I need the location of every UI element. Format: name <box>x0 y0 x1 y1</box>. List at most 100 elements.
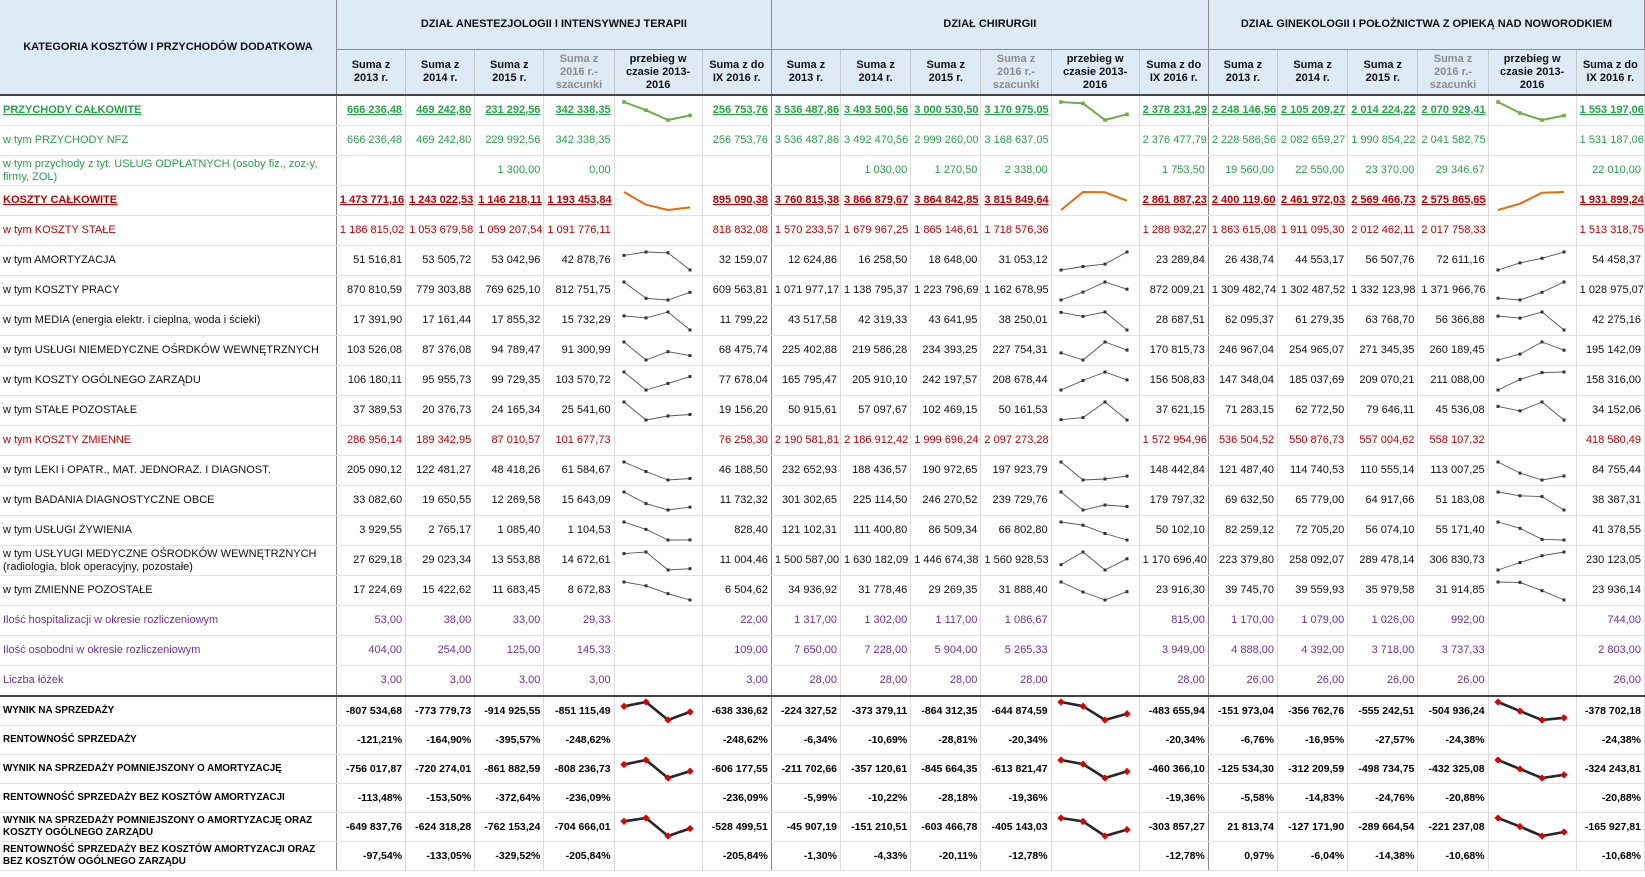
sparkline-series <box>1497 100 1564 121</box>
value-cell: 209 070,21 <box>1347 365 1419 396</box>
trend-sparkline <box>622 550 692 571</box>
value-cell: 3 929,55 <box>336 515 407 546</box>
trend-sparkline <box>1493 756 1568 782</box>
value-cell: 1 473 771,16 <box>336 185 407 216</box>
sparkline-point <box>1496 404 1500 408</box>
sparkline-point <box>644 550 648 553</box>
value-cell: 56 074,10 <box>1347 515 1419 546</box>
value-cell: 46 188,50 <box>702 455 772 486</box>
table-row: w tym BADANIA DIAGNOSTYCZNE OBCE 33 082,6… <box>0 485 1645 516</box>
value-cell: 815,00 <box>1139 605 1209 636</box>
value-cell: 1 086,67 <box>980 605 1052 636</box>
value-cell: 62 095,37 <box>1208 305 1279 336</box>
value-cell: 103 526,08 <box>336 335 407 366</box>
value-cell: 27 629,18 <box>336 545 407 576</box>
value-cell: 1 193 453,84 <box>543 185 615 216</box>
value-cell: -861 882,59 <box>474 754 545 784</box>
table-row: w tym KOSZTY PRACY 870 810,59 779 303,88 76… <box>0 275 1645 306</box>
year-column-header: Suma z 2015 r. <box>1347 49 1419 96</box>
value-cell: -164,90% <box>405 725 476 755</box>
sparkline-point <box>1103 531 1107 535</box>
row-label: w tym KOSZTY ZMIENNE <box>0 425 337 456</box>
sparkline-point <box>619 702 628 710</box>
sparkline-series <box>1497 551 1564 570</box>
value-cell: 6 504,62 <box>702 575 772 606</box>
row-label: RENTOWNOŚĆ SPRZEDAŻY BEZ KOSZTÓW AMORTYZ… <box>0 783 337 813</box>
sparkline-point <box>1539 117 1544 122</box>
value-cell: 64 917,66 <box>1347 485 1419 516</box>
sparkline-point <box>1081 378 1085 382</box>
value-cell: 205 910,10 <box>840 365 912 396</box>
sparkline-point <box>1559 714 1568 722</box>
sparkline-point <box>1515 707 1524 715</box>
sparkline-point <box>1493 814 1502 822</box>
value-cell: 812 751,75 <box>543 275 615 306</box>
trend-sparkline <box>1496 400 1566 421</box>
trend-column-header: przebieg w czasie 2013-2016 <box>1051 49 1140 96</box>
trend-sparkline <box>1056 756 1131 782</box>
value-cell: -373 379,11 <box>840 695 912 726</box>
sparkline-series <box>623 551 690 570</box>
sparkline-series <box>623 758 690 780</box>
value-cell: 1 026,00 <box>1347 605 1419 636</box>
trend-sparkline <box>1493 698 1568 724</box>
year-column-header: Suma z 2014 r. <box>405 49 476 96</box>
value-cell: 2 186 912,42 <box>840 425 912 456</box>
value-cell: 3,00 <box>336 665 407 697</box>
sparkline-point <box>1081 508 1085 511</box>
sparkline-point <box>1056 756 1065 764</box>
value-cell: 872 009,21 <box>1139 275 1209 306</box>
sparkline-point <box>1059 388 1063 391</box>
trend-cell <box>1488 125 1577 156</box>
trend-sparkline <box>1056 698 1131 724</box>
value-cell: 1 500 587,00 <box>771 545 842 576</box>
sparkline-point <box>1080 101 1085 105</box>
sparkline-point <box>1540 370 1544 374</box>
value-cell: -808 236,73 <box>543 754 615 784</box>
trend-sparkline <box>619 698 694 724</box>
trend-sparkline <box>1059 310 1129 331</box>
sparkline-point <box>1122 825 1131 834</box>
value-cell: 3 170 975,05 <box>980 95 1052 126</box>
value-cell: 28,00 <box>1139 665 1209 697</box>
value-cell: -27,57% <box>1347 725 1419 755</box>
value-cell: -303 857,27 <box>1139 812 1209 842</box>
value-cell: -28,81% <box>910 725 982 755</box>
value-cell: 1 911 095,30 <box>1277 215 1349 246</box>
value-cell: 158 316,00 <box>1576 365 1645 396</box>
value-cell: 1 371 966,76 <box>1417 275 1489 306</box>
value-cell: 19 560,00 <box>1208 155 1279 186</box>
value-cell: 61 279,35 <box>1277 305 1349 336</box>
value-cell: 76 258,30 <box>702 425 772 456</box>
table-row: RENTOWNOŚĆ SPRZEDAŻY -121,21% -164,90% -395… <box>0 725 1645 755</box>
trend-cell <box>1051 725 1140 755</box>
value-cell: -5,58% <box>1208 783 1279 813</box>
value-cell: 50 102,10 <box>1139 515 1209 546</box>
value-cell: 38 250,01 <box>980 305 1052 336</box>
value-cell: 3 493 500,56 <box>840 95 912 126</box>
value-cell: 536 504,52 <box>1208 425 1279 456</box>
sparkline-point <box>622 580 626 583</box>
value-cell: 1 059 207,54 <box>474 215 545 246</box>
sparkline-series <box>623 281 690 300</box>
value-cell: -20,34% <box>1139 725 1209 755</box>
value-cell: 3,00 <box>543 665 615 697</box>
sparkline-point <box>1059 310 1063 314</box>
value-cell: 1 931 899,24 <box>1576 185 1645 216</box>
value-cell: 306 830,73 <box>1417 545 1489 576</box>
sparkline-point <box>1540 553 1544 557</box>
row-label: WYNIK NA SPRZEDAŻY <box>0 695 337 726</box>
sparkline-series <box>623 341 690 360</box>
value-cell: 1 030,00 <box>840 155 912 186</box>
value-cell <box>771 155 842 186</box>
value-cell: 28,00 <box>910 665 982 697</box>
value-cell: 50 161,53 <box>980 395 1052 426</box>
value-cell: 33,00 <box>474 605 545 636</box>
value-cell: -644 874,59 <box>980 695 1052 726</box>
value-cell: 0,97% <box>1208 841 1279 871</box>
sparkline-series <box>623 700 691 722</box>
value-cell: 1 446 674,38 <box>910 545 982 576</box>
value-cell: 51 183,08 <box>1417 485 1489 516</box>
value-cell: 666 236,48 <box>336 95 407 126</box>
trend-sparkline <box>1496 340 1566 361</box>
